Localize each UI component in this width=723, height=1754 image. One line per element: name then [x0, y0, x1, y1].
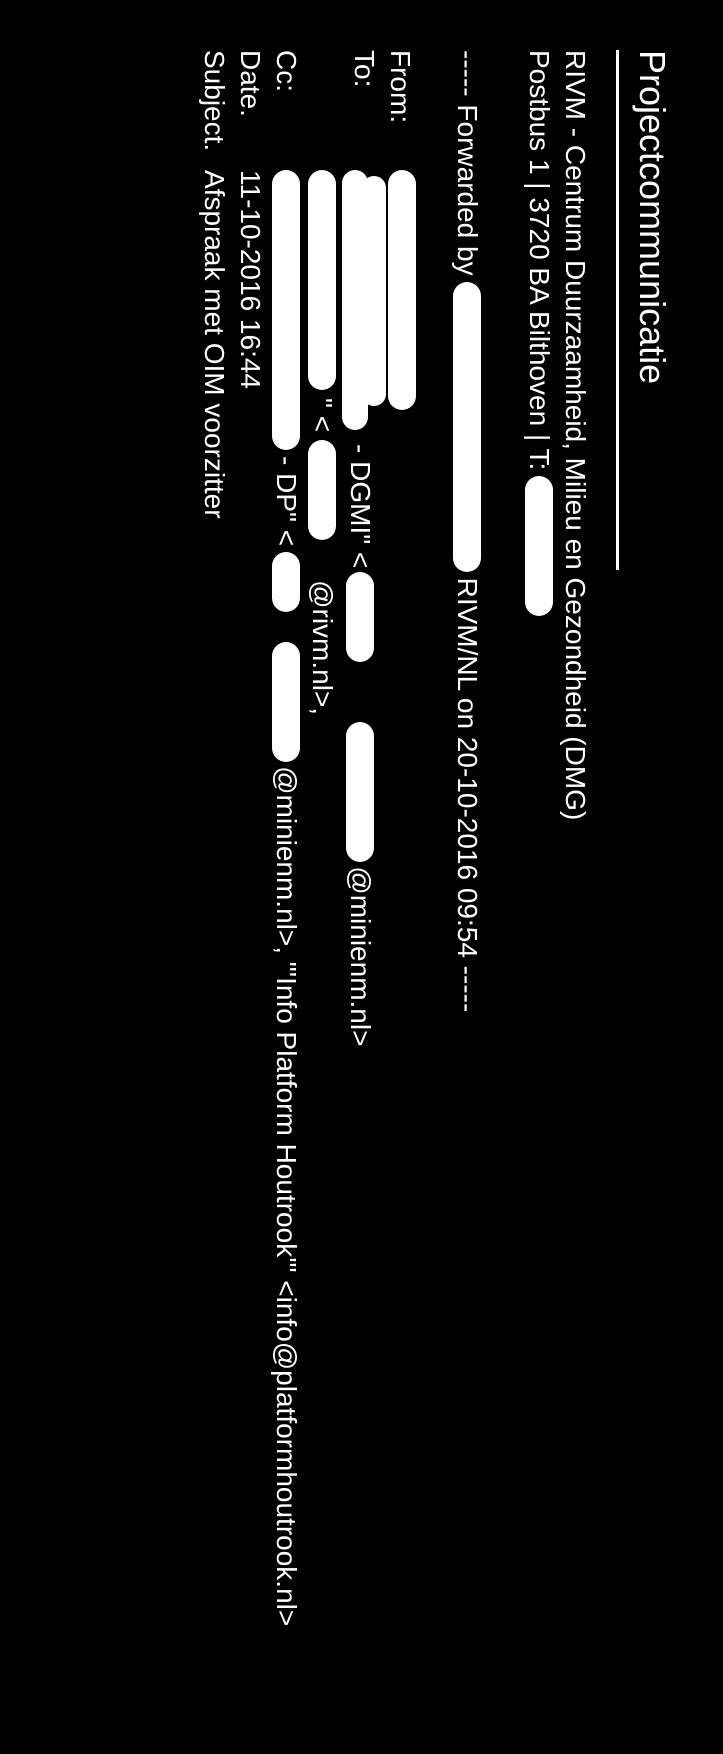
- date-row: Date. 11-10-2016 16:44: [234, 50, 266, 1704]
- cc-value: - DP" < @minienm.nl>, "'Info Platform Ho…: [270, 170, 302, 1626]
- organization-line: RIVM - Centrum Duurzaamheid, Milieu en G…: [559, 50, 591, 1704]
- forwarded-suffix: RIVM/NL on 20-10-2016 09:54 -----: [451, 578, 483, 1013]
- to-line-1: - DGMI" < @minienm.nl>: [340, 170, 380, 1046]
- to-label: To:: [348, 50, 380, 170]
- to-value: - DGMI" < @minienm.nl> " < @rivm.nl>,: [306, 170, 380, 1046]
- from-value: [388, 170, 416, 410]
- redaction-to-bottom: [342, 170, 368, 430]
- redaction-to-line2-name: [308, 170, 336, 390]
- redaction-phone: [525, 476, 553, 616]
- date-label: Date.: [234, 50, 266, 170]
- to-line1-suffix: @minienm.nl>: [344, 866, 376, 1046]
- address-prefix: Postbus 1 | 3720 BA Bilthoven | T:: [523, 50, 555, 470]
- redaction-to-dgmi: [346, 572, 374, 662]
- cc-row: Cc: - DP" < @minienm.nl>, "'Info Platfor…: [270, 50, 302, 1704]
- redaction-cc-dp: [272, 552, 300, 612]
- cc-dp-label: - DP" <: [270, 456, 302, 546]
- forwarded-line: ----- Forwarded by RIVM/NL on 20-10-2016…: [451, 50, 483, 1704]
- subject-label: Subject.: [198, 50, 230, 170]
- to-line2-suffix: @rivm.nl>,: [306, 580, 338, 715]
- date-value: 11-10-2016 16:44: [234, 170, 266, 389]
- to-line-2: " < @rivm.nl>,: [306, 170, 338, 715]
- to-row: To: - DGMI" < @minienm.nl> " < @rivm.nl>…: [306, 50, 380, 1704]
- cc-label: Cc:: [270, 50, 302, 170]
- redaction-to-line2-email: [308, 440, 336, 540]
- cc-suffix: @minienm.nl>, "'Info Platform Houtrook'"…: [270, 766, 302, 1626]
- redaction-forwarded-name: [453, 282, 481, 572]
- to-dgmi-label: - DGMI" <: [344, 444, 376, 568]
- from-label: From:: [384, 50, 416, 170]
- from-row: From:: [384, 50, 416, 1704]
- to-stacked-redactions: [340, 170, 380, 440]
- title-underline: [616, 50, 619, 570]
- subject-row: Subject. Afspraak met OIM voorzitter: [198, 50, 230, 1704]
- redaction-to-email: [346, 722, 374, 862]
- document-container: Projectcommunicatie RIVM - Centrum Duurz…: [0, 0, 723, 1754]
- forwarded-prefix: ----- Forwarded by: [451, 50, 483, 276]
- subject-value: Afspraak met OIM voorzitter: [198, 170, 230, 519]
- address-line: Postbus 1 | 3720 BA Bilthoven | T:: [523, 50, 555, 1704]
- redaction-from: [388, 170, 416, 410]
- redaction-cc-name: [272, 170, 300, 450]
- redaction-cc-email: [272, 642, 300, 762]
- to-line2-quote: " <: [306, 398, 338, 432]
- page-title: Projectcommunicatie: [631, 50, 673, 1704]
